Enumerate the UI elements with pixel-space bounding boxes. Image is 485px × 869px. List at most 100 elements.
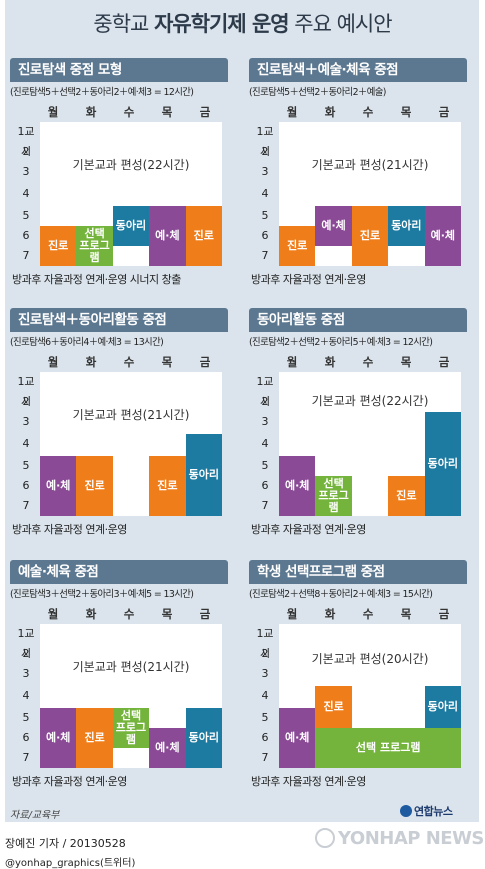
day-label: 월 xyxy=(286,607,298,621)
period-column: 1교시 2 3 4 5 6 7 xyxy=(249,122,277,266)
panel-subtitle: (진로탐색2＋선택8＋동아리2＋예·체3 = 15시간) xyxy=(249,589,433,600)
day-label: 화 xyxy=(85,355,97,369)
day-label: 금 xyxy=(438,105,450,119)
period-label: 3 xyxy=(261,667,269,680)
period-label: 7 xyxy=(22,249,30,262)
period-label: 1교시 xyxy=(256,627,274,660)
day-label: 금 xyxy=(199,105,211,119)
watermark: YONHAP NEWS xyxy=(315,828,484,849)
day-label: 금 xyxy=(199,355,211,369)
core-curriculum-label: 기본교과 편성(20시간) xyxy=(311,652,429,666)
day-label: 목 xyxy=(161,607,173,621)
watermark-text: YONHAP NEWS xyxy=(338,828,484,849)
day-label: 목 xyxy=(400,105,412,119)
period-label: 2 xyxy=(261,647,269,660)
day-label: 월 xyxy=(47,355,59,369)
panel-subtitle: (진로탐색3＋선택2＋동아리3＋예·체5 = 13시간) xyxy=(10,589,194,600)
period-label: 1교시 xyxy=(256,125,274,158)
logo-text: 연합뉴스 xyxy=(414,805,453,818)
period-column: 1교시 2 3 4 5 6 7 xyxy=(10,122,38,266)
panel-footer: 방과후 자율과정 연계·운영 xyxy=(12,523,127,536)
activity-block: 동아리 xyxy=(185,434,222,516)
schedule-panel: 예술·체육 중점 (진로탐색3＋선택2＋동아리3＋예·체5 = 13시간) 월 화 수 목… xyxy=(10,560,228,800)
day-label: 금 xyxy=(438,607,450,621)
period-column: 1교시 2 3 4 5 6 7 xyxy=(249,624,277,768)
period-label: 5 xyxy=(22,209,30,222)
period-label: 5 xyxy=(22,711,30,724)
period-label: 6 xyxy=(261,731,269,744)
panel-heading: 진로탐색＋예술·체육 중점 xyxy=(249,58,467,82)
period-label: 3 xyxy=(261,165,269,178)
core-curriculum-label: 기본교과 편성(21시간) xyxy=(311,158,429,172)
panel-heading: 진로탐색＋동아리활동 중점 xyxy=(10,308,228,332)
activity-block: 진로 xyxy=(149,456,186,516)
day-label: 화 xyxy=(324,607,336,621)
day-label: 목 xyxy=(161,105,173,119)
activity-block: 진로 xyxy=(279,226,316,266)
period-label: 5 xyxy=(261,711,269,724)
twitter-handle: @yonhap_graphics(트위터) xyxy=(5,858,136,869)
day-label: 목 xyxy=(400,355,412,369)
day-label: 금 xyxy=(438,355,450,369)
period-label: 7 xyxy=(261,751,269,764)
logo-icon xyxy=(400,805,412,817)
activity-block: 진로 xyxy=(76,708,113,768)
activity-block: 진로 xyxy=(40,226,77,266)
day-label: 화 xyxy=(85,105,97,119)
period-column: 1교시 2 3 4 5 6 7 xyxy=(10,372,38,516)
period-label: 3 xyxy=(261,415,269,428)
panel-footer: 방과후 자율과정 연계·운영 xyxy=(12,775,127,788)
period-label: 4 xyxy=(22,437,30,450)
period-label: 4 xyxy=(261,187,269,200)
schedule-panel: 진로탐색 중점 모형 (진로탐색5＋선택2＋동아리2＋예·체3 = 12시간) 월 화… xyxy=(10,58,228,298)
day-label: 목 xyxy=(400,607,412,621)
period-label: 3 xyxy=(22,667,30,680)
activity-block: 예·체 xyxy=(149,206,186,266)
period-column: 1교시 2 3 4 5 6 7 xyxy=(249,372,277,516)
activity-block: 선택 프로그램 xyxy=(76,226,113,266)
core-curriculum-label: 기본교과 편성(22시간) xyxy=(311,394,429,408)
panel-footer: 방과후 자율과정 연계·운영 xyxy=(251,273,366,286)
activity-block: 동아리 xyxy=(424,686,461,728)
panel-heading: 동아리활동 중점 xyxy=(249,308,467,332)
activity-block: 진로 xyxy=(76,456,113,516)
activity-block: 동아리 xyxy=(424,412,461,516)
panel-subtitle: (진로탐색5＋선택2＋동아리2＋예·체3 = 12시간) xyxy=(10,87,194,98)
period-label: 6 xyxy=(22,479,30,492)
panel-subtitle: (진로탐색5＋선택2＋동아리2＋예술) xyxy=(249,87,386,98)
day-label: 금 xyxy=(199,607,211,621)
panel-heading: 예술·체육 중점 xyxy=(10,560,228,584)
period-label: 5 xyxy=(261,209,269,222)
activity-block: 동아리 xyxy=(112,206,150,246)
title-prefix: 중학교 xyxy=(93,12,155,36)
activity-block: 진로 xyxy=(351,206,389,266)
activity-block: 예·체 xyxy=(315,206,352,246)
period-label: 6 xyxy=(22,229,30,242)
activity-block: 예·체 xyxy=(279,456,316,516)
period-label: 7 xyxy=(22,751,30,764)
period-column: 1교시 2 3 4 5 6 7 xyxy=(10,624,38,768)
activity-block: 예·체 xyxy=(40,708,77,768)
panel-heading: 학생 선택프로그램 중점 xyxy=(249,560,467,584)
activity-block: 예·체 xyxy=(279,708,316,768)
period-label: 1교시 xyxy=(256,375,274,408)
day-label: 수 xyxy=(123,355,135,369)
day-label: 수 xyxy=(123,105,135,119)
activity-block: 진로 xyxy=(315,686,352,728)
day-label: 화 xyxy=(85,607,97,621)
period-label: 7 xyxy=(22,499,30,512)
title-bold: 자유학기제 운영 xyxy=(154,12,290,36)
activity-block: 예·체 xyxy=(424,206,461,266)
activity-block: 진로 xyxy=(388,476,425,516)
panel-subtitle: (진로탐색6＋동아리4＋예·체3 = 13시간) xyxy=(10,337,164,348)
day-label: 화 xyxy=(324,105,336,119)
period-label: 2 xyxy=(261,145,269,158)
period-label: 6 xyxy=(22,731,30,744)
day-label: 월 xyxy=(286,105,298,119)
core-curriculum-label: 기본교과 편성(21시간) xyxy=(72,660,190,674)
panel-footer: 방과후 자율과정 연계·운영 xyxy=(251,775,366,788)
